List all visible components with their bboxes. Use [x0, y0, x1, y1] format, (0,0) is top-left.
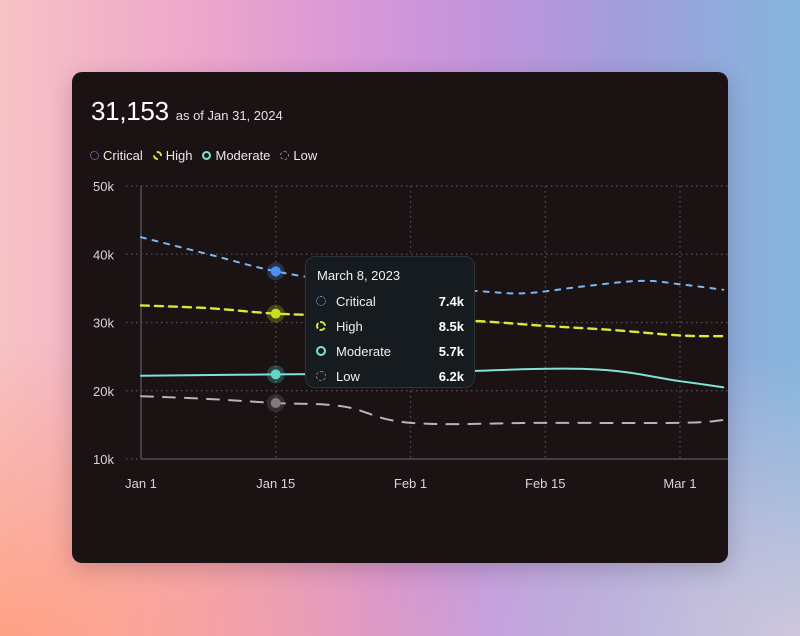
legend-item-moderate[interactable]: Moderate: [202, 148, 270, 163]
x-tick-label: Feb 15: [525, 476, 565, 491]
y-axis-ticks: 50k 40k 30k 20k 10k: [93, 179, 114, 467]
axes: [140, 186, 728, 460]
tooltip-value: 7.4k: [438, 293, 464, 309]
tooltip-label: High: [336, 318, 363, 334]
solid-circle-icon: [316, 346, 326, 356]
legend-item-low[interactable]: Low: [280, 148, 317, 163]
x-tick-label: Feb 1: [394, 476, 427, 491]
as-of-date: as of Jan 31, 2024: [175, 108, 283, 123]
hover-markers: [266, 262, 285, 413]
marker-point-high: [270, 308, 281, 319]
tooltip-row-critical: Critical 7.4k: [316, 292, 464, 310]
dashed-circle-icon: [280, 151, 290, 160]
tooltip-date: March 8, 2023: [317, 268, 401, 283]
gridlines: [126, 185, 728, 460]
y-tick-label: 20k: [93, 384, 114, 399]
legend: Critical High Moderate Low: [90, 148, 317, 163]
y-tick-label: 10k: [93, 452, 114, 467]
legend-item-critical[interactable]: Critical: [90, 148, 143, 163]
tooltip-row-moderate: Moderate 5.7k: [316, 342, 464, 360]
tooltip-label: Moderate: [336, 343, 391, 359]
dashed-circle-icon: [316, 371, 326, 381]
legend-label: High: [165, 148, 193, 163]
chart-card: 31,153 as of Jan 31, 2024 Critical High …: [72, 72, 728, 563]
headline: 31,153 as of Jan 31, 2024: [91, 96, 283, 127]
x-tick-label: Jan 1: [125, 476, 157, 491]
dashed-circle-icon: [152, 151, 162, 160]
legend-item-high[interactable]: High: [152, 148, 193, 163]
x-tick-label: Jan 15: [256, 476, 295, 491]
tooltip-value: 8.5k: [438, 318, 464, 334]
total-count: 31,153: [91, 96, 169, 126]
tooltip-value: 5.7k: [438, 343, 464, 359]
legend-label: Moderate: [215, 148, 271, 163]
dashed-circle-icon: [316, 321, 326, 331]
marker-point-low: [270, 398, 281, 409]
tooltip-value: 6.2k: [438, 368, 464, 384]
dotted-circle-icon: [316, 296, 326, 306]
tooltip-row-high: High 8.5k: [316, 317, 464, 335]
legend-label: Critical: [103, 148, 143, 163]
y-tick-label: 30k: [93, 316, 114, 331]
legend-label: Low: [293, 148, 318, 163]
x-tick-label: Mar 1: [663, 476, 696, 491]
series-line-low: [140, 395, 725, 426]
dotted-circle-icon: [90, 151, 99, 160]
x-axis-ticks: Jan 1 Jan 15 Feb 1 Feb 15 Mar 1: [125, 476, 697, 491]
chart-tooltip: March 8, 2023 Critical 7.4k High 8.5k Mo…: [305, 256, 475, 388]
y-tick-label: 40k: [93, 247, 114, 262]
tooltip-label: Low: [336, 368, 360, 384]
tooltip-label: Critical: [336, 293, 376, 309]
y-tick-label: 50k: [93, 179, 114, 194]
tooltip-row-low: Low 6.2k: [316, 367, 464, 385]
marker-point-critical: [270, 266, 281, 277]
solid-circle-icon: [202, 151, 212, 160]
line-chart[interactable]: 50k 40k 30k 20k 10k Jan 1 Jan 15 Feb 1 Feb 15 Ma…: [72, 72, 728, 563]
series-line-critical: [140, 236, 725, 295]
marker-point-moderate: [270, 369, 281, 380]
